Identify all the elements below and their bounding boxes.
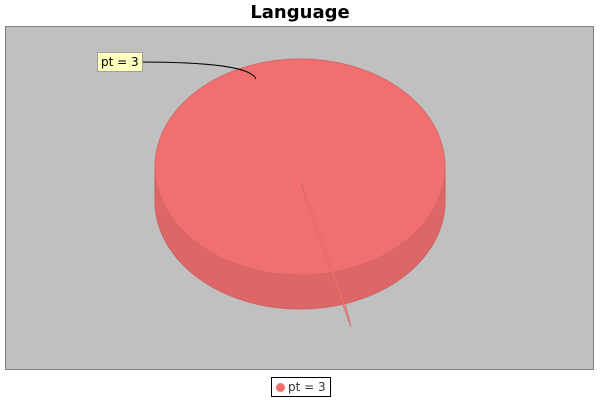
legend-item-label: pt = 3 <box>288 380 326 394</box>
pie-slices <box>154 58 446 328</box>
legend: pt = 3 <box>271 377 331 397</box>
pie-slice-seam <box>300 181 352 328</box>
pie-slice-pt <box>154 58 446 276</box>
chart-title: Language <box>250 2 350 23</box>
plot-area <box>5 26 594 370</box>
slice-label-leader-line <box>138 61 257 80</box>
slice-label-pt: pt = 3 <box>97 52 143 72</box>
pie-chart <box>138 58 446 328</box>
legend-swatch-pt <box>276 382 285 392</box>
